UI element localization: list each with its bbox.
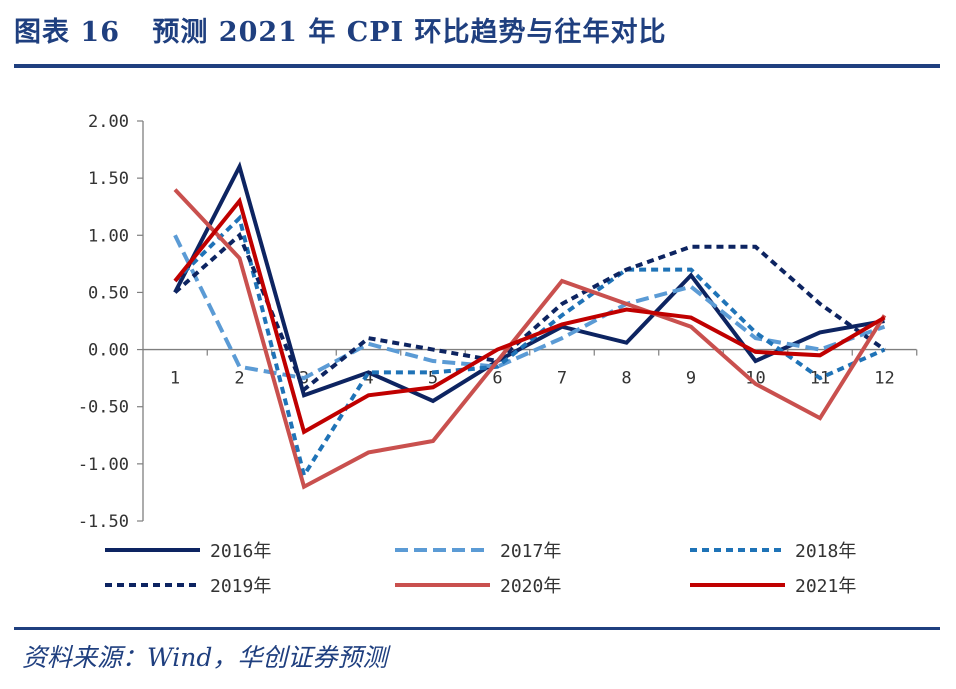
chart-title: 图表 16 预测 2021 年 CPI 环比趋势与往年对比 (14, 10, 667, 49)
series-line-2017年 (173, 234, 886, 381)
figure-title-text: 预测 2021 年 CPI 环比趋势与往年对比 (152, 17, 667, 48)
x-tick-label: 1 (170, 369, 180, 389)
legend: 2016年 2017年 2018年 2019年 2020年 2021年 (105, 541, 856, 597)
title-rule (14, 64, 940, 68)
x-tick-label: 8 (621, 369, 631, 389)
source-note: 资料来源：Wind，华创证券预测 (22, 643, 388, 672)
series-line-2019年 (173, 231, 886, 393)
y-tick-label: -1.00 (78, 455, 129, 475)
legend-label-2018年: 2018年 (795, 541, 856, 562)
y-tick-label: -0.50 (78, 398, 129, 418)
series-line-2016年 (173, 161, 885, 404)
y-tick-label: -1.50 (78, 512, 129, 532)
legend-label-2019年: 2019年 (210, 576, 271, 597)
figure-label: 图表 (14, 17, 70, 48)
x-tick-label: 4 (363, 369, 373, 389)
x-tick-label: 2 (234, 369, 244, 389)
legend-label-2017年: 2017年 (500, 541, 561, 562)
legend-label-2021年: 2021年 (795, 576, 856, 597)
series-line-2020年 (173, 188, 887, 490)
y-tick-label: 0.00 (88, 341, 129, 361)
series-layer (173, 161, 887, 490)
series-line-2021年 (173, 196, 886, 435)
x-tick-label: 7 (557, 369, 567, 389)
x-tick-label: 9 (686, 369, 696, 389)
x-tick-label: 5 (428, 369, 438, 389)
figure-number: 16 (80, 17, 120, 48)
x-tick-label: 10 (745, 369, 765, 389)
chart-axes: 2.001.501.000.500.00-0.50-1.00-1.501 2 3 4 5… (78, 112, 918, 532)
y-tick-label: 1.00 (88, 226, 129, 246)
y-tick-label: 2.00 (88, 112, 129, 132)
y-tick-label: 1.50 (88, 169, 129, 189)
y-tick-label: 0.50 (88, 283, 129, 303)
x-tick-label: 12 (874, 369, 894, 389)
legend-label-2016年: 2016年 (210, 541, 271, 562)
x-tick-label: 6 (492, 369, 502, 389)
legend-label-2020年: 2020年 (500, 576, 561, 597)
footer-rule (14, 627, 940, 630)
